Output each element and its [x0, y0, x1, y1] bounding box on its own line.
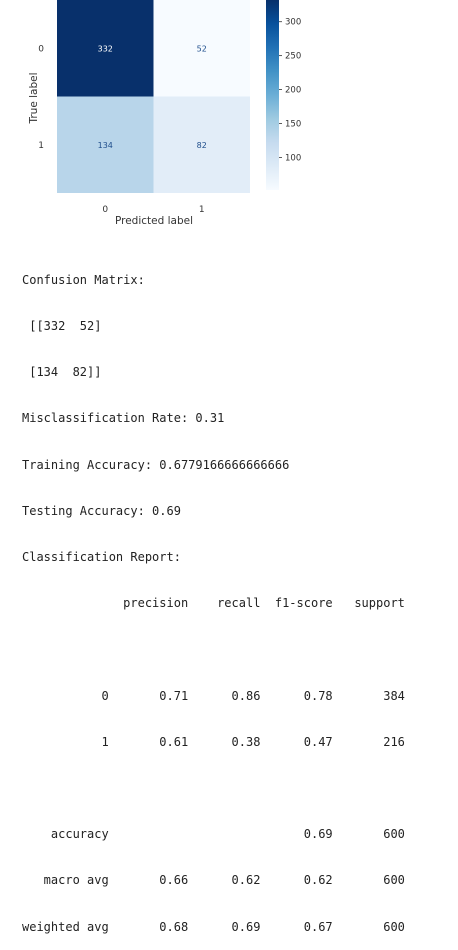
output-line-testing-accuracy: Testing Accuracy: 0.69	[22, 503, 181, 518]
output-line-blank	[22, 781, 405, 796]
cell-1-1	[153, 96, 250, 193]
y-axis-label: True label	[28, 72, 40, 124]
colorbar-tick-label: 100	[285, 153, 301, 163]
cell-value-0-0: 332	[98, 44, 113, 53]
output-line-training-accuracy: Training Accuracy: 0.6779166666666666	[22, 457, 290, 472]
colorbar-ticks: 100 150 200 250 300	[279, 18, 301, 163]
colorbar-tick-label: 250	[285, 52, 301, 62]
colorbar-tick-label: 200	[285, 86, 301, 96]
x-axis-label: Predicted label	[115, 215, 193, 227]
y-tick-labels: 01	[38, 44, 44, 151]
output-line-accuracy: accuracy 0.69 600	[22, 827, 405, 842]
cell-value-1-1: 82	[197, 141, 207, 150]
output-line-weighted-avg: weighted avg 0.68 0.69 0.67 600	[22, 919, 405, 934]
output-line-confusion-matrix-header: Confusion Matrix:	[22, 272, 145, 287]
output-line-matrix-row-1: [134 82]]	[22, 365, 102, 380]
heatmap-cells: 332 52 134 82	[57, 0, 250, 193]
cell-1-0	[57, 96, 154, 193]
output-line-class-1: 1 0.61 0.38 0.47 216	[22, 734, 405, 749]
output-line-blank	[22, 642, 405, 657]
output-line-matrix-row-0: [[332 52]	[22, 319, 102, 334]
output-line-report-header: precision recall f1-score support	[22, 596, 405, 611]
output-line-macro-avg: macro avg 0.66 0.62 0.62 600	[22, 873, 405, 888]
output-line-report-title: Classification Report:	[22, 550, 181, 565]
x-tick-label: 0	[102, 205, 108, 215]
colorbar-tick-label: 150	[285, 120, 301, 130]
cell-value-1-0: 134	[98, 141, 113, 150]
cell-0-1	[153, 0, 250, 97]
y-tick-label: 0	[38, 44, 44, 54]
colorbar-tick-label: 300	[285, 18, 301, 28]
y-tick-label: 1	[38, 141, 44, 151]
x-tick-label: 1	[199, 205, 205, 215]
cell-0-0	[57, 0, 154, 97]
cell-value-0-1: 52	[197, 44, 207, 53]
output-line-class-0: 0 0.71 0.86 0.78 384	[22, 688, 405, 703]
console-output: Confusion Matrix: [[332 52] [134 82]] Mi…	[22, 242, 405, 950]
colorbar	[266, 0, 279, 190]
output-line-misclassification-rate: Misclassification Rate: 0.31	[22, 411, 225, 426]
